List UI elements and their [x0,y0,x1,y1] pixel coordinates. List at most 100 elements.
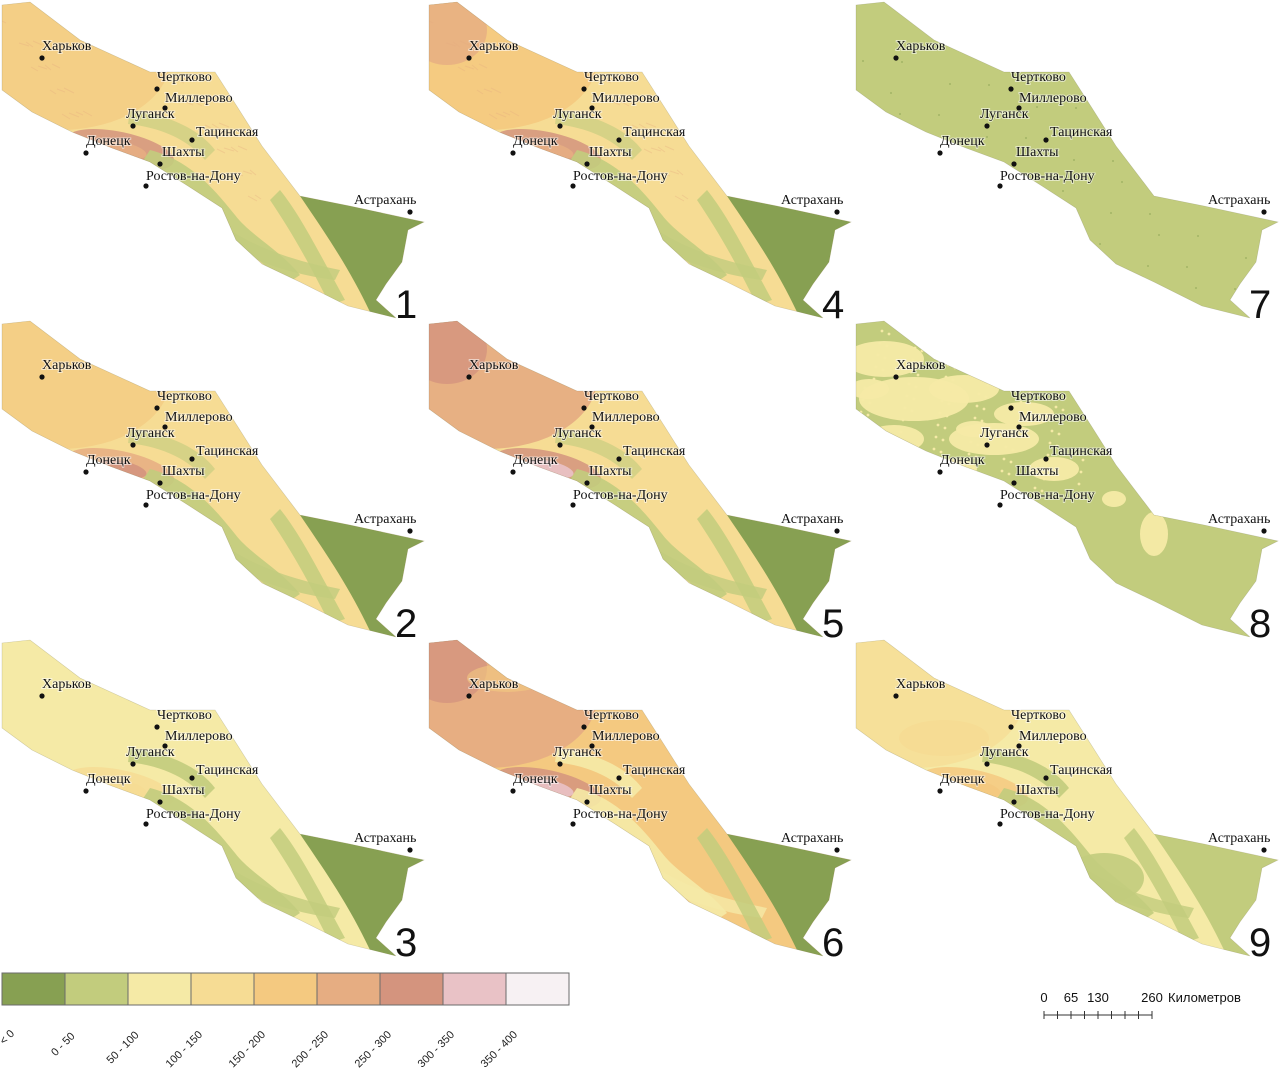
city-dot-astrakhan [1261,528,1267,534]
city-dot-lugansk [130,761,136,767]
city-dot-rostov [997,821,1003,827]
scale-tick-label: 0 [1040,990,1047,1005]
panel-number: 4 [822,283,844,327]
city-label-shakhty: Шахты [162,145,205,160]
city-dot-donetsk [937,150,943,156]
region-outline [855,639,1279,957]
city-dot-lugansk [130,123,136,129]
city-label-rostov: Ростов-на-Дону [573,488,668,503]
scale-tick-label: 260 [1141,990,1163,1005]
city-dot-kharkov [39,374,45,380]
city-label-millerovo: Миллерово [165,91,233,106]
city-dot-tatsinskaya [1043,456,1049,462]
city-dot-kharkov [39,693,45,699]
city-label-shakhty: Шахты [1016,145,1059,160]
city-label-chertkovo: Чертково [1011,708,1066,723]
legend-label: 350 - 400 [479,1029,520,1070]
city-dot-millerovo [1016,743,1022,749]
city-dot-lugansk [130,442,136,448]
city-dot-tatsinskaya [616,137,622,143]
city-dot-rostov [143,821,149,827]
panel-number: 7 [1249,283,1271,327]
city-label-rostov: Ростов-на-Дону [1000,488,1095,503]
city-dot-astrakhan [1261,847,1267,853]
city-label-lugansk: Луганск [980,426,1029,441]
legend-label: 0 - 50 [49,1030,77,1058]
city-dot-kharkov [893,693,899,699]
scale-unit: Километров [1168,990,1241,1005]
city-dot-chertkovo [581,724,587,730]
city-dot-chertkovo [1008,405,1014,411]
legend-swatch [442,972,507,1006]
legend-label: 100 - 150 [164,1029,205,1070]
city-dot-lugansk [557,123,563,129]
city-dot-shakhty [1011,480,1017,486]
city-dot-chertkovo [581,405,587,411]
city-label-kharkov: Харьков [469,39,519,54]
city-label-chertkovo: Чертково [157,708,212,723]
city-dot-astrakhan [407,847,413,853]
city-label-chertkovo: Чертково [1011,389,1066,404]
city-label-millerovo: Миллерово [1019,91,1087,106]
city-dot-shakhty [584,480,590,486]
panel-number: 8 [1249,602,1271,646]
city-label-lugansk: Луганск [126,426,175,441]
city-dot-tatsinskaya [1043,775,1049,781]
city-label-chertkovo: Чертково [157,70,212,85]
city-label-rostov: Ростов-на-Дону [1000,169,1095,184]
city-label-kharkov: Харьков [42,358,92,373]
city-dot-millerovo [589,105,595,111]
city-label-chertkovo: Чертково [584,389,639,404]
legend-swatch [64,972,129,1006]
city-dot-millerovo [1016,105,1022,111]
city-label-kharkov: Харьков [42,39,92,54]
city-dot-chertkovo [154,405,160,411]
elevation-fill [856,640,1278,956]
scale-tick-label: 130 [1087,990,1109,1005]
city-label-astrakhan: Астрахань [1208,831,1270,846]
city-dot-shakhty [584,799,590,805]
city-label-shakhty: Шахты [162,464,205,479]
city-label-rostov: Ростов-на-Дону [1000,807,1095,822]
city-dot-donetsk [510,788,516,794]
panel-number: 6 [822,921,844,965]
city-label-millerovo: Миллерово [165,410,233,425]
city-label-donetsk: Донецк [940,453,985,468]
city-dot-astrakhan [1261,209,1267,215]
city-label-shakhty: Шахты [589,783,632,798]
city-label-shakhty: Шахты [589,464,632,479]
city-dot-kharkov [39,55,45,61]
city-dot-kharkov [893,55,899,61]
city-label-millerovo: Миллерово [1019,410,1087,425]
city-dot-donetsk [83,469,89,475]
city-label-kharkov: Харьков [469,358,519,373]
legend-label: 200 - 250 [290,1029,331,1070]
city-dot-tatsinskaya [616,775,622,781]
city-dot-millerovo [162,743,168,749]
city-dot-kharkov [466,55,472,61]
city-dot-astrakhan [407,528,413,534]
city-label-astrakhan: Астрахань [354,512,416,527]
city-dot-kharkov [893,374,899,380]
city-dot-chertkovo [154,86,160,92]
city-label-astrakhan: Астрахань [1208,512,1270,527]
city-dot-astrakhan [834,847,840,853]
city-dot-rostov [997,183,1003,189]
city-label-tatsinskaya: Тацинская [196,125,259,140]
city-label-millerovo: Миллерово [165,729,233,744]
city-label-lugansk: Луганск [980,745,1029,760]
elevation-fill [429,640,851,956]
legend-swatch [316,972,381,1006]
city-label-rostov: Ростов-на-Дону [146,169,241,184]
city-label-tatsinskaya: Тацинская [623,763,686,778]
city-label-kharkov: Харьков [896,677,946,692]
city-dot-rostov [997,502,1003,508]
city-label-astrakhan: Астрахань [354,831,416,846]
city-dot-lugansk [557,442,563,448]
panel-number: 1 [395,283,417,327]
region-outline [855,320,1279,638]
